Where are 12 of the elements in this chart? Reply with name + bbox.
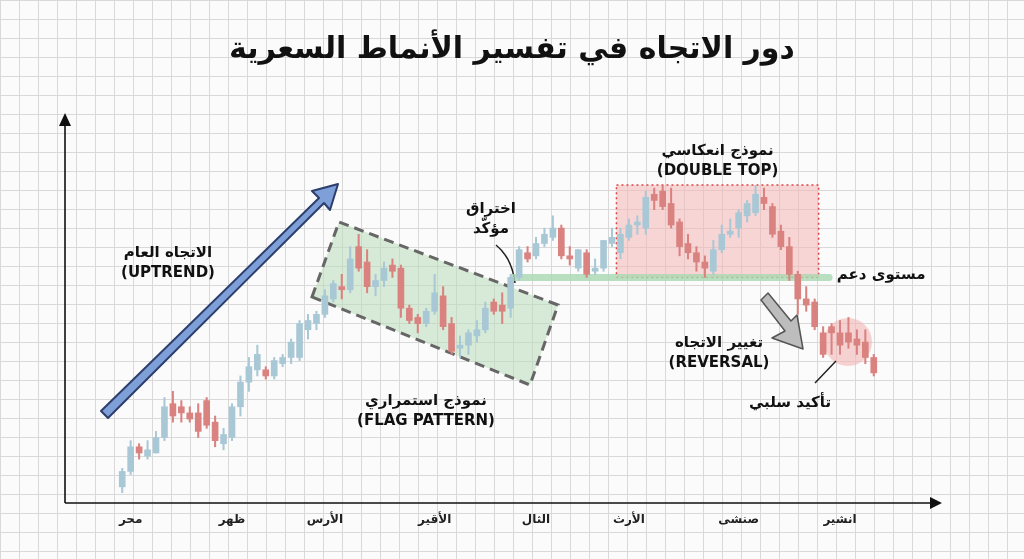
x-tick-label: محر xyxy=(117,512,143,527)
ref-line-label: مستوى دعم xyxy=(836,265,926,284)
x-tick-label: ظهر xyxy=(217,512,246,527)
x-tick-label: الثال xyxy=(521,512,551,527)
chart-title: دور الاتجاه في تفسير الأنماط السعرية xyxy=(228,30,796,65)
x-tick-label: الأقير xyxy=(417,511,452,527)
x-tick-label: صنشى xyxy=(718,512,760,527)
x-tick-label: الأرث xyxy=(612,511,645,527)
x-tick-label: الأرس xyxy=(306,511,344,527)
annotation: اختراق مؤكّد xyxy=(466,197,516,239)
x-tick-label: انشير xyxy=(822,512,857,527)
annotation: تأكيد سلبي xyxy=(748,391,832,413)
